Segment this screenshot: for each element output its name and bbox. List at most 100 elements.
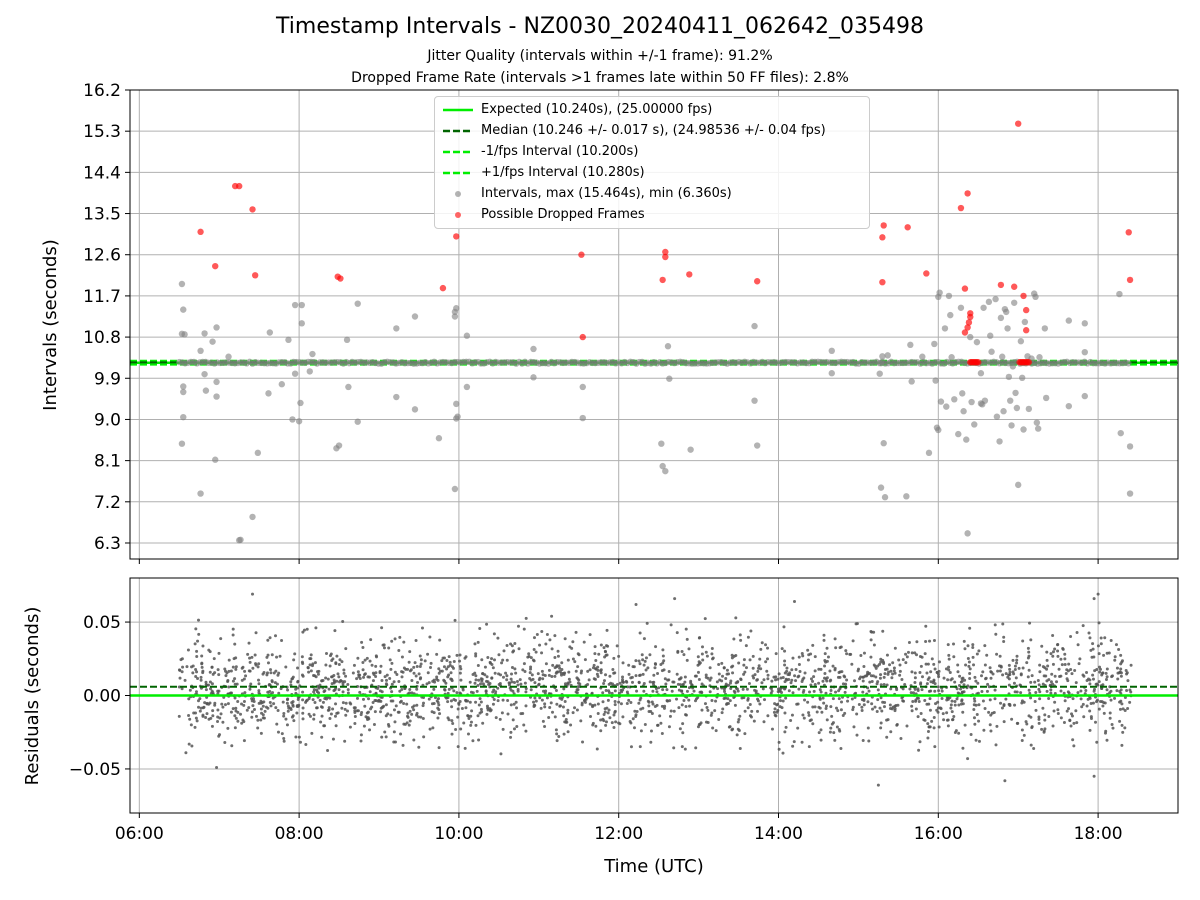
residual-point xyxy=(603,707,607,711)
residual-point xyxy=(374,671,378,675)
residual-point xyxy=(289,680,293,684)
residual-point xyxy=(963,678,967,682)
residual-point xyxy=(1038,663,1042,667)
residual-point xyxy=(234,667,238,671)
residual-point xyxy=(387,646,391,650)
residual-point xyxy=(263,709,267,713)
residual-point xyxy=(760,681,764,685)
interval-point xyxy=(289,416,296,423)
residual-point xyxy=(913,671,917,675)
residual-point xyxy=(1015,654,1019,658)
residual-point xyxy=(247,706,251,710)
residual-point xyxy=(963,647,967,651)
interval-point xyxy=(285,336,292,344)
residual-point xyxy=(912,691,916,695)
residual-point xyxy=(204,680,208,684)
residual-point xyxy=(308,714,312,718)
residual-point xyxy=(250,710,254,714)
residual-point xyxy=(478,697,482,701)
residual-point xyxy=(972,708,976,712)
interval-point xyxy=(879,353,886,360)
residual-point xyxy=(681,731,685,735)
interval-point xyxy=(947,311,954,319)
residual-point xyxy=(890,676,894,680)
residual-point xyxy=(1117,671,1121,675)
residual-point xyxy=(897,658,901,662)
residual-point xyxy=(380,626,384,630)
residual-point xyxy=(481,682,485,686)
residual-point xyxy=(705,705,709,709)
residual-point xyxy=(1008,673,1012,677)
residual-point xyxy=(839,708,843,712)
residual-point xyxy=(538,643,542,647)
residual-point xyxy=(476,714,480,718)
residuals-y-tick-label: 0.00 xyxy=(83,687,121,707)
residual-point xyxy=(596,702,600,706)
residual-point xyxy=(1045,679,1049,683)
residual-point xyxy=(988,666,992,670)
residual-point xyxy=(204,716,208,720)
residual-point xyxy=(893,646,897,650)
residual-point xyxy=(634,674,638,678)
residual-point xyxy=(575,688,579,692)
residual-point xyxy=(1029,743,1033,747)
residual-point xyxy=(483,665,487,669)
residual-point xyxy=(1017,666,1021,670)
residual-point xyxy=(852,725,856,729)
residual-point xyxy=(1043,713,1047,717)
residual-point xyxy=(274,634,278,638)
x-tick-label: 06:00 xyxy=(115,824,164,844)
residual-point xyxy=(935,670,939,674)
residual-point xyxy=(1115,689,1119,693)
residual-point xyxy=(789,681,793,685)
residual-point xyxy=(1116,677,1120,681)
interval-point xyxy=(751,322,758,330)
residual-point xyxy=(757,664,761,668)
residual-point xyxy=(336,672,340,676)
residual-point xyxy=(193,725,197,729)
dropped-frame-point xyxy=(1020,292,1027,300)
residual-point xyxy=(829,705,833,709)
residual-point xyxy=(948,671,952,675)
residual-point xyxy=(940,689,944,693)
residual-point xyxy=(444,681,448,685)
residual-point xyxy=(1109,689,1113,693)
residual-point xyxy=(1030,674,1034,678)
residual-point xyxy=(216,719,220,723)
residual-point xyxy=(259,707,263,711)
residual-point xyxy=(638,631,642,635)
residuals-reference-lines xyxy=(130,685,1178,697)
residual-point xyxy=(474,654,478,658)
residual-point xyxy=(328,664,332,668)
residual-point xyxy=(610,691,614,695)
residual-point xyxy=(256,726,260,730)
residual-point xyxy=(340,660,344,664)
residual-point xyxy=(717,672,721,676)
residual-point xyxy=(797,687,801,691)
residual-point xyxy=(953,680,957,684)
residual-point xyxy=(333,714,337,718)
residual-point xyxy=(958,674,962,678)
residual-point xyxy=(875,682,879,686)
residual-point xyxy=(863,674,867,678)
residual-point xyxy=(304,743,308,747)
residual-point xyxy=(410,712,414,716)
residual-point xyxy=(874,666,878,670)
residual-point xyxy=(789,719,793,723)
residual-point xyxy=(724,682,728,686)
residual-point xyxy=(335,654,339,658)
residual-point xyxy=(541,673,545,677)
residual-point xyxy=(973,699,977,703)
residual-point xyxy=(425,682,429,686)
residual-point xyxy=(835,706,839,710)
residual-point xyxy=(698,722,702,726)
residual-point xyxy=(1075,721,1079,725)
residual-point xyxy=(888,703,892,707)
residual-point xyxy=(966,684,970,688)
residual-point xyxy=(515,724,519,728)
interval-point xyxy=(1081,320,1088,327)
residual-point xyxy=(563,700,567,704)
residual-point xyxy=(634,714,638,718)
residual-point xyxy=(586,669,590,673)
residual-point xyxy=(540,669,544,673)
